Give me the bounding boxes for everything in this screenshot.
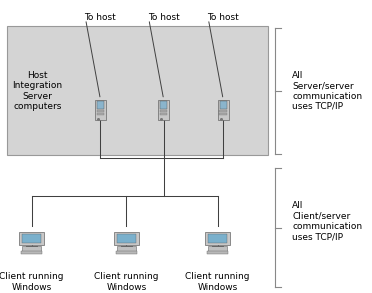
Text: All
Client/server
communication
uses TCP/IP: All Client/server communication uses TCP… bbox=[292, 201, 362, 241]
FancyBboxPatch shape bbox=[97, 101, 104, 109]
FancyBboxPatch shape bbox=[205, 232, 230, 245]
FancyBboxPatch shape bbox=[21, 251, 42, 254]
FancyBboxPatch shape bbox=[95, 100, 106, 120]
Text: Host
Integration
Server
computers: Host Integration Server computers bbox=[12, 71, 62, 111]
FancyBboxPatch shape bbox=[117, 246, 136, 251]
Text: To host: To host bbox=[84, 13, 116, 22]
Text: Client running
Windows: Client running Windows bbox=[0, 272, 64, 292]
FancyBboxPatch shape bbox=[19, 232, 44, 245]
FancyBboxPatch shape bbox=[97, 113, 104, 115]
Text: Client running
Windows: Client running Windows bbox=[185, 272, 250, 292]
FancyBboxPatch shape bbox=[158, 100, 169, 120]
FancyBboxPatch shape bbox=[208, 246, 227, 251]
FancyBboxPatch shape bbox=[117, 234, 136, 243]
Text: Client running
Windows: Client running Windows bbox=[94, 272, 159, 292]
FancyBboxPatch shape bbox=[219, 113, 227, 115]
FancyBboxPatch shape bbox=[220, 101, 227, 109]
FancyBboxPatch shape bbox=[208, 234, 227, 243]
FancyBboxPatch shape bbox=[22, 234, 41, 243]
Text: To host: To host bbox=[148, 13, 180, 22]
FancyBboxPatch shape bbox=[97, 110, 104, 112]
FancyBboxPatch shape bbox=[219, 110, 227, 112]
FancyBboxPatch shape bbox=[160, 101, 167, 109]
FancyBboxPatch shape bbox=[114, 232, 139, 245]
Text: To host: To host bbox=[207, 13, 239, 22]
FancyBboxPatch shape bbox=[7, 26, 268, 155]
FancyBboxPatch shape bbox=[160, 110, 167, 112]
FancyBboxPatch shape bbox=[207, 251, 228, 254]
FancyBboxPatch shape bbox=[160, 113, 167, 115]
FancyBboxPatch shape bbox=[218, 100, 228, 120]
FancyBboxPatch shape bbox=[22, 246, 41, 251]
Text: All
Server/server
communication
uses TCP/IP: All Server/server communication uses TCP… bbox=[292, 71, 362, 111]
FancyBboxPatch shape bbox=[116, 251, 137, 254]
